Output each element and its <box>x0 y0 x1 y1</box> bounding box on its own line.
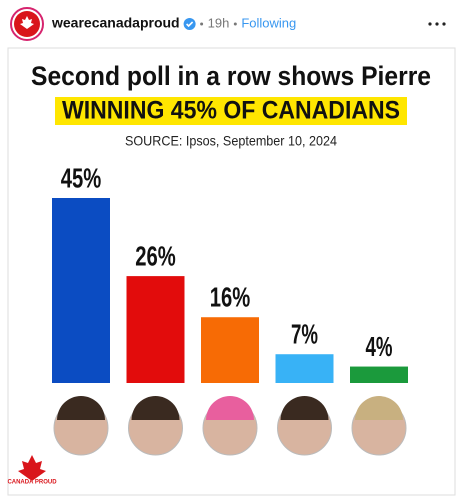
hair <box>355 396 403 420</box>
avatar-leaf <box>20 16 34 29</box>
value-label: 26% <box>135 241 176 272</box>
faces <box>53 396 407 456</box>
logo-text: CANADA PROUD <box>7 480 57 486</box>
hair <box>280 396 329 420</box>
separator <box>233 22 237 26</box>
chart-subtitle: WINNING 45% OF CANADIANS <box>62 97 400 125</box>
value-label: 7% <box>291 319 318 350</box>
menu-dot <box>435 22 439 26</box>
username[interactable]: wearecanadaproud <box>51 15 180 31</box>
follow-button[interactable]: Following <box>241 15 296 30</box>
menu-dot <box>428 22 432 26</box>
bar <box>275 354 334 383</box>
bar <box>350 366 408 383</box>
bar <box>201 317 259 383</box>
avatar-ring[interactable] <box>10 7 44 41</box>
post-time: 19h <box>208 15 230 30</box>
logo: CANADA PROUD <box>7 455 57 486</box>
bar <box>126 276 185 383</box>
logo-leaf <box>18 455 46 481</box>
subtitle-highlight <box>55 97 407 125</box>
separator <box>200 22 204 26</box>
menu-dot <box>442 22 446 26</box>
verified-badge <box>183 18 196 30</box>
hair <box>57 396 105 420</box>
value-label: 4% <box>366 331 393 362</box>
more-menu[interactable] <box>428 22 446 26</box>
hair <box>131 396 180 420</box>
chart-title: Second poll in a row shows Pierre <box>31 61 431 91</box>
badge-check <box>186 21 194 28</box>
value-label: 45% <box>61 162 102 193</box>
hair <box>206 396 254 420</box>
chart-source: SOURCE: Ipsos, September 10, 2024 <box>125 133 337 149</box>
bar <box>52 198 110 383</box>
value-label: 16% <box>210 282 251 313</box>
